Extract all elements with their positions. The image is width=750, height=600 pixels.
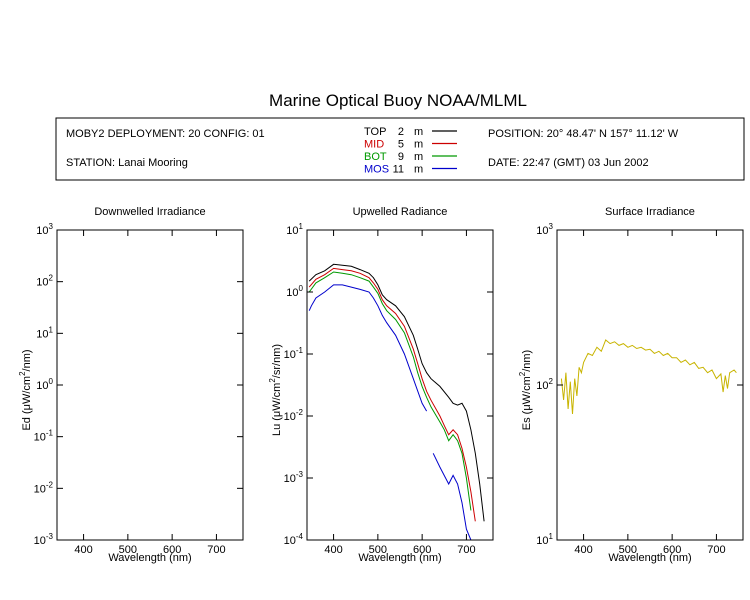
series-line-mos bbox=[308, 284, 472, 540]
x-tick-label: 600 bbox=[413, 544, 431, 556]
x-tick-label: 500 bbox=[619, 544, 637, 556]
y-tick-label: 102 bbox=[536, 377, 553, 392]
x-tick-label: 600 bbox=[663, 544, 681, 556]
legend-depth: 2 bbox=[398, 126, 404, 138]
y-tick-label: 100 bbox=[36, 377, 53, 392]
x-tick-label: 500 bbox=[369, 544, 387, 556]
y-tick-label: 100 bbox=[286, 284, 303, 299]
legend-depth: 5 bbox=[398, 139, 404, 151]
y-tick-label: 101 bbox=[286, 222, 303, 237]
y-axis-label: Lu (μW/cm2/sr/nm) bbox=[268, 344, 283, 436]
y-tick-label: 10-1 bbox=[34, 429, 54, 444]
panel-frame bbox=[556, 229, 744, 541]
chart-panel-1: Downwelled Irradiance 400 500 600 700 Wavelen… bbox=[18, 206, 244, 564]
y-tick-label: 102 bbox=[36, 274, 53, 289]
x-axis-label: Wavelength (nm) bbox=[358, 552, 441, 564]
legend-entry-bot: BOT 9 m bbox=[364, 151, 457, 163]
x-tick-label: 400 bbox=[574, 544, 592, 556]
y-axis-label: Ed (μW/cm2/nm) bbox=[18, 349, 33, 430]
y-tick-label: 10-2 bbox=[34, 480, 54, 495]
panel-title: Downwelled Irradiance bbox=[94, 206, 205, 218]
date-text: DATE: 22:47 (GMT) 03 Jun 2002 bbox=[488, 157, 649, 169]
x-tick-label: 500 bbox=[119, 544, 137, 556]
y-tick-label: 10-2 bbox=[284, 408, 304, 423]
y-tick-label: 10-1 bbox=[284, 346, 304, 361]
legend-unit: m bbox=[414, 139, 423, 151]
y-tick-label: 10-4 bbox=[284, 532, 304, 547]
deployment-text: MOBY2 DEPLOYMENT: 20 CONFIG: 01 bbox=[66, 128, 265, 140]
legend-unit: m bbox=[414, 126, 423, 138]
y-axis-label: Es (μW/cm2/nm) bbox=[518, 350, 533, 430]
chart-panel-2: Upwelled Radiance 400 500 600 700 Wavelength … bbox=[268, 206, 494, 564]
panel-title: Upwelled Radiance bbox=[353, 206, 448, 218]
legend-unit: m bbox=[414, 164, 423, 176]
x-tick-label: 400 bbox=[74, 544, 92, 556]
header-box: MOBY2 DEPLOYMENT: 20 CONFIG: 01 STATION:… bbox=[55, 117, 745, 181]
x-tick-label: 600 bbox=[163, 544, 181, 556]
panel-frame bbox=[306, 229, 494, 541]
position-text: POSITION: 20° 48.47' N 157° 11.12' W bbox=[488, 128, 679, 140]
legend-name: TOP bbox=[364, 126, 386, 138]
series-line-es bbox=[560, 339, 737, 415]
legend-depth: 9 bbox=[398, 151, 404, 163]
legend-entry-mos: MOS 11 m bbox=[364, 164, 457, 176]
series-line-bot bbox=[308, 271, 472, 511]
series-line-top bbox=[308, 263, 485, 522]
y-tick-label: 10-3 bbox=[284, 470, 304, 485]
chart-panel-3: Surface Irradiance 400 500 600 700 Wavelength… bbox=[518, 206, 744, 564]
y-tick-label: 10-3 bbox=[34, 532, 54, 547]
legend-unit: m bbox=[414, 151, 423, 163]
legend-name: MOS bbox=[364, 164, 389, 176]
legend-name: BOT bbox=[364, 151, 387, 163]
x-tick-label: 400 bbox=[324, 544, 342, 556]
x-axis-label: Wavelength (nm) bbox=[108, 552, 191, 564]
chart-panels: Downwelled Irradiance 400 500 600 700 Wavelen… bbox=[18, 206, 744, 564]
legend-name: MID bbox=[364, 139, 384, 151]
figure-title: Marine Optical Buoy NOAA/MLML bbox=[269, 91, 527, 110]
x-axis-label: Wavelength (nm) bbox=[608, 552, 691, 564]
x-tick-label: 700 bbox=[707, 544, 725, 556]
legend-entry-top: TOP 2 m bbox=[364, 126, 457, 138]
y-tick-label: 103 bbox=[36, 222, 53, 237]
panel-title: Surface Irradiance bbox=[605, 206, 695, 218]
y-tick-label: 103 bbox=[536, 222, 553, 237]
series-line-mid bbox=[308, 267, 476, 522]
x-tick-label: 700 bbox=[457, 544, 475, 556]
panel-frame bbox=[56, 229, 244, 541]
y-tick-label: 101 bbox=[36, 325, 53, 340]
header-box-frame bbox=[55, 117, 745, 181]
station-text: STATION: Lanai Mooring bbox=[66, 157, 188, 169]
y-tick-label: 101 bbox=[536, 532, 553, 547]
x-tick-label: 700 bbox=[207, 544, 225, 556]
legend-entry-mid: MID 5 m bbox=[364, 139, 457, 151]
legend-depth: 11 bbox=[393, 164, 404, 176]
